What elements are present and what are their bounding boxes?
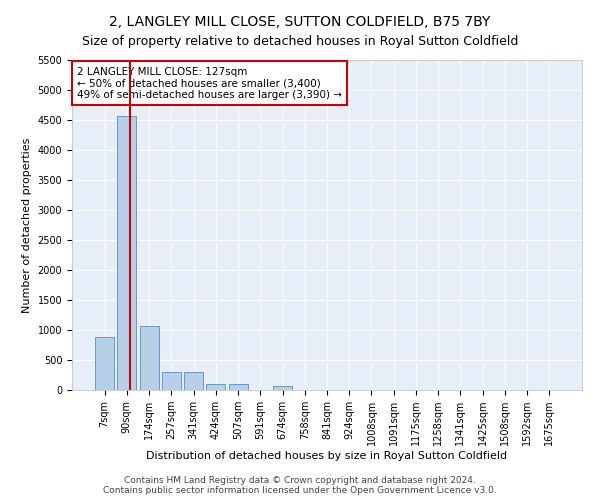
Bar [118,116,136,390]
Text: 2, LANGLEY MILL CLOSE, SUTTON COLDFIELD, B75 7BY: 2, LANGLEY MILL CLOSE, SUTTON COLDFIELD,… [109,15,491,29]
Bar [184,372,203,390]
Text: Contains HM Land Registry data © Crown copyright and database right 2024.
Contai: Contains HM Land Registry data © Crown c… [103,476,497,495]
Bar [95,337,114,390]
Text: 2 LANGLEY MILL CLOSE: 127sqm
← 50% of detached houses are smaller (3,400)
49% of: 2 LANGLEY MILL CLOSE: 127sqm ← 50% of de… [77,66,342,100]
Text: Size of property relative to detached houses in Royal Sutton Coldfield: Size of property relative to detached ho… [82,35,518,48]
Bar [273,386,292,390]
Bar [140,326,158,390]
X-axis label: Distribution of detached houses by size in Royal Sutton Coldfield: Distribution of detached houses by size … [146,451,508,461]
Bar [229,384,248,390]
Y-axis label: Number of detached properties: Number of detached properties [22,138,32,312]
Bar [162,372,181,390]
Bar [206,384,225,390]
